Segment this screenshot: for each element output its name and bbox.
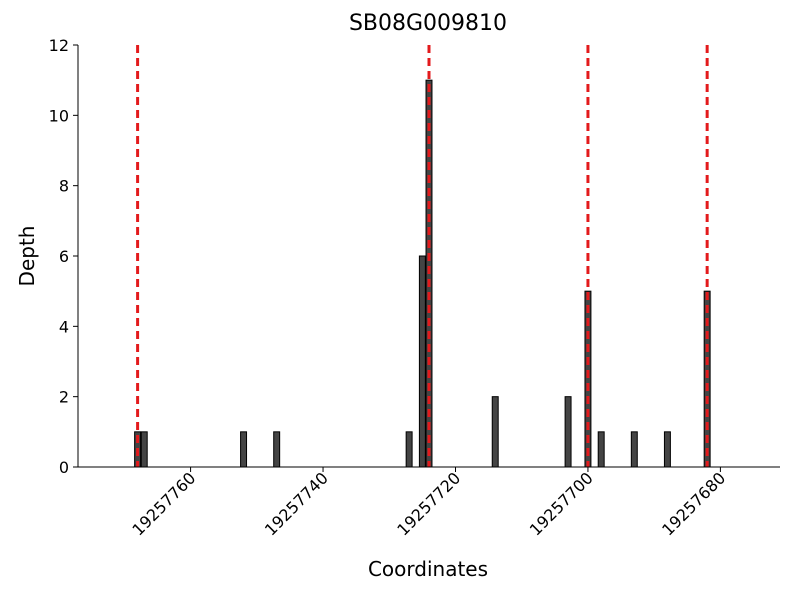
y-tick-label: 4 <box>59 317 69 336</box>
bar <box>273 431 281 468</box>
x-tick-label: 19257740 <box>261 468 332 539</box>
y-tick-label: 6 <box>59 247 69 266</box>
x-tick-label: 19257700 <box>526 468 597 539</box>
bar <box>140 431 148 468</box>
x-tick-label: 19257720 <box>393 468 464 539</box>
x-tick-label: 19257680 <box>658 468 729 539</box>
bar <box>663 431 671 468</box>
bar <box>597 431 605 468</box>
y-tick-label: 8 <box>59 177 69 196</box>
bar <box>630 431 638 468</box>
x-axis-label: Coordinates <box>368 557 488 581</box>
bar <box>418 255 426 468</box>
chart-title: SB08G009810 <box>349 11 507 36</box>
bar <box>405 431 413 468</box>
y-tick-label: 0 <box>59 458 69 477</box>
y-tick-label: 12 <box>49 36 69 55</box>
x-tick-label: 19257760 <box>128 468 199 539</box>
y-axis-label: Depth <box>15 226 39 287</box>
bar <box>564 396 572 468</box>
bar <box>240 431 248 468</box>
y-tick-label: 10 <box>49 106 69 125</box>
y-tick-label: 2 <box>59 388 69 407</box>
bar <box>491 396 499 468</box>
